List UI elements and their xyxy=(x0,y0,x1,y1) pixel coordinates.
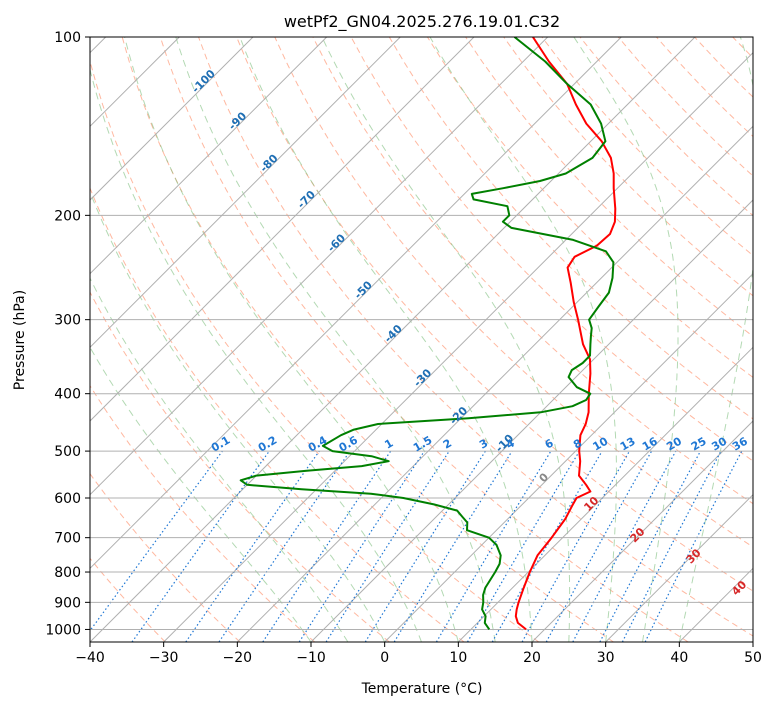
isotherm xyxy=(310,199,753,642)
moist-adiabat xyxy=(90,277,349,642)
chart-title: wetPf2_GN04.2025.276.19.01.C32 xyxy=(284,12,560,32)
dry-adiabat xyxy=(90,186,465,642)
x-axis-title: Temperature (°C) xyxy=(361,681,483,697)
y-tick-label: 400 xyxy=(54,387,81,403)
y-tick-label: 500 xyxy=(54,444,81,460)
y-axis: 1000 900 800 700 600 500 400 300 200 100 xyxy=(45,30,90,638)
moist-adiabat xyxy=(678,37,753,642)
mixing-ratio-line xyxy=(572,450,677,642)
dry-adiabat xyxy=(236,37,753,592)
moist-adiabat xyxy=(175,37,496,642)
dry-adiabat xyxy=(159,37,689,642)
x-tick-label: 40 xyxy=(670,650,688,666)
mixing-ratio-line xyxy=(644,450,743,642)
mixing-ratio-line xyxy=(545,450,653,642)
x-tick-label: −20 xyxy=(223,650,253,666)
isotherm xyxy=(605,493,753,642)
x-tick-label: 20 xyxy=(523,650,541,666)
dry-adiabat xyxy=(426,37,753,378)
profile-lines xyxy=(239,37,617,631)
moist-adiabat xyxy=(90,67,422,642)
mixing-ratio-line xyxy=(185,450,320,642)
isotherm xyxy=(90,37,696,642)
isotherm xyxy=(236,125,753,642)
isotherm xyxy=(163,51,753,642)
moist-adiabat xyxy=(124,37,459,642)
x-tick-label: 0 xyxy=(380,650,389,666)
isotherm xyxy=(90,37,401,349)
isotherm xyxy=(90,37,622,570)
y-tick-label: 700 xyxy=(54,531,81,547)
x-tick-label: 50 xyxy=(744,650,762,666)
x-tick-label: −10 xyxy=(296,650,326,666)
mixing-ratio-line xyxy=(325,450,450,642)
mixing-ratio-line xyxy=(393,450,513,642)
isotherm xyxy=(90,37,328,275)
dry-adiabat xyxy=(90,384,316,642)
isotherm xyxy=(384,272,753,642)
mixing-ratio-line xyxy=(131,450,270,642)
moist-adiabat xyxy=(321,37,571,642)
isotherm xyxy=(457,346,753,642)
y-tick-label: 300 xyxy=(54,313,81,329)
x-tick-label: −30 xyxy=(149,650,179,666)
plot-frame xyxy=(89,36,754,643)
mixing-ratio-line xyxy=(218,450,351,642)
dry-adiabat xyxy=(312,37,753,505)
dry-adiabat xyxy=(350,37,753,462)
isotherm xyxy=(90,37,549,496)
dry-adiabat xyxy=(465,37,753,338)
isotherm xyxy=(531,420,753,642)
x-axis: −40 −30 −20 −10 0 10 20 30 40 50 xyxy=(75,642,762,666)
dry-adiabat xyxy=(388,37,753,420)
dry-adiabat xyxy=(90,59,540,642)
moist-adiabat xyxy=(90,190,386,642)
y-tick-label: 1000 xyxy=(45,622,81,638)
background-lines xyxy=(90,37,753,642)
pressure-grid xyxy=(90,37,753,630)
dewpoint-line xyxy=(239,37,615,630)
y-tick-label: 100 xyxy=(54,30,81,46)
y-tick-label: 800 xyxy=(54,565,81,581)
moist-adiabat xyxy=(429,37,617,642)
y-tick-label: 200 xyxy=(54,208,81,224)
dry-adiabat xyxy=(121,37,614,642)
x-tick-label: 30 xyxy=(597,650,615,666)
dry-adiabat xyxy=(503,37,753,297)
moist-adiabat xyxy=(239,37,533,642)
mixing-ratio-line xyxy=(90,450,223,632)
isotherm xyxy=(90,37,475,422)
y-tick-label: 600 xyxy=(54,491,81,507)
moist-adiabat xyxy=(573,37,679,642)
mixing-ratio-line xyxy=(298,450,425,642)
dry-adiabat xyxy=(90,291,390,642)
x-tick-label: 10 xyxy=(449,650,467,666)
mixing-ratio-line xyxy=(521,450,631,642)
temperature-line xyxy=(514,37,617,631)
y-axis-title: Pressure (hPa) xyxy=(12,290,28,390)
mixing-ratio-line xyxy=(262,450,392,642)
x-tick-label: −40 xyxy=(75,650,105,666)
isotherm xyxy=(90,37,254,201)
y-tick-label: 900 xyxy=(54,595,81,611)
dry-adiabat xyxy=(90,472,241,642)
